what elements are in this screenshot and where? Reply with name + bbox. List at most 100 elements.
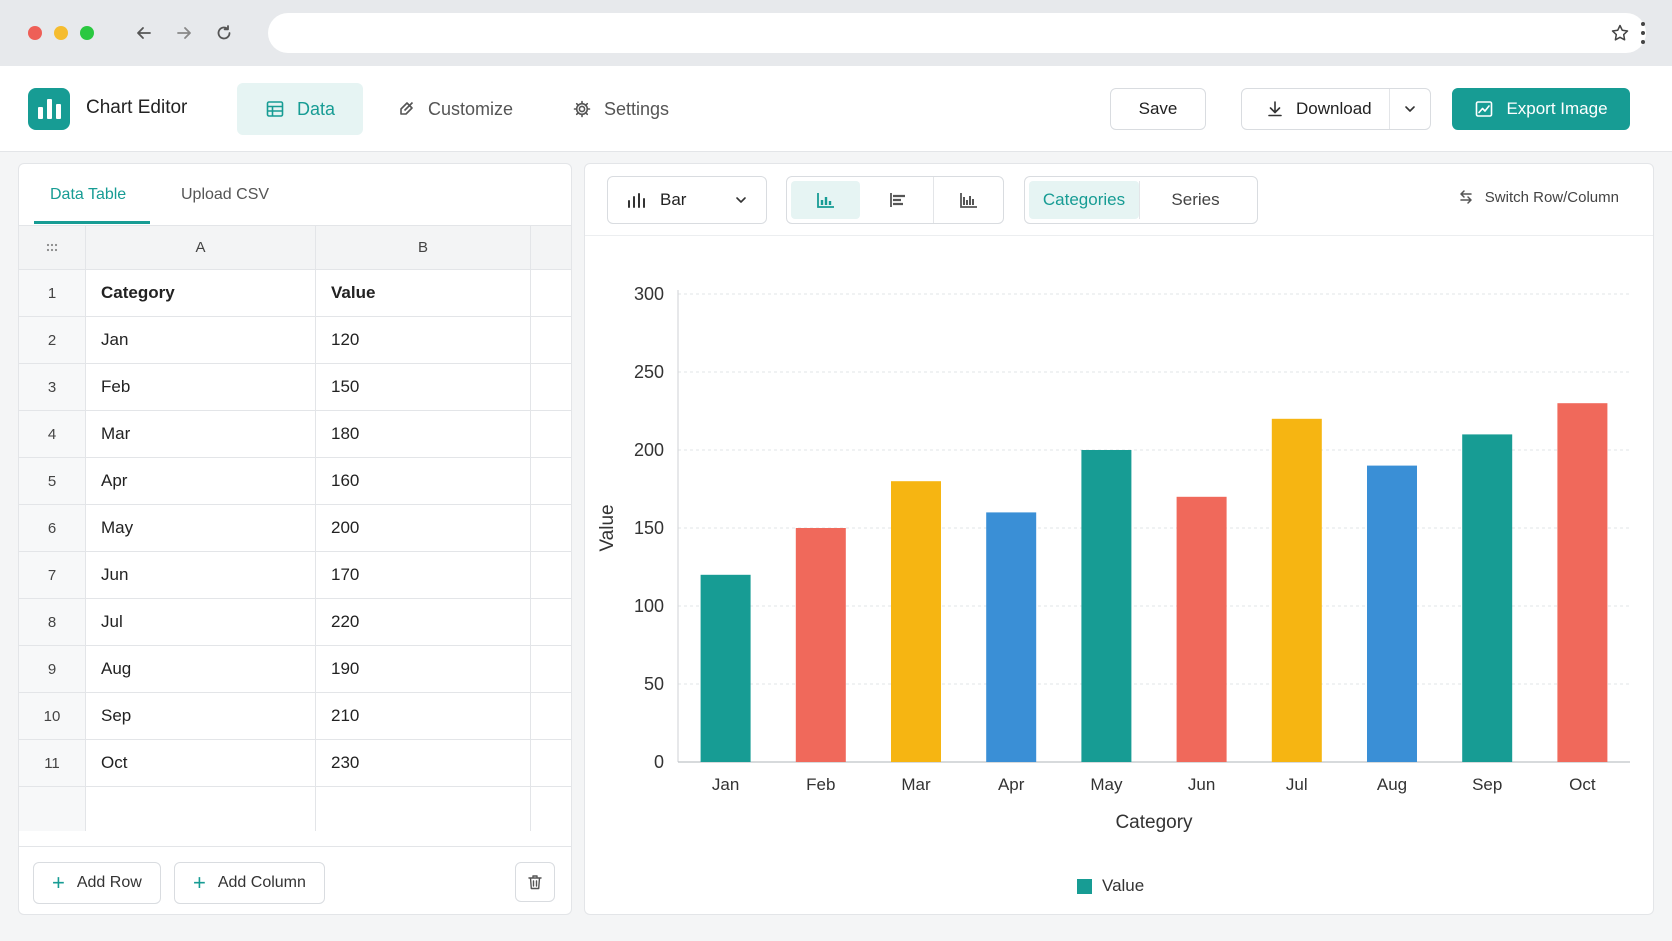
switch-row-column-button[interactable]: Switch Row/Column	[1457, 188, 1619, 206]
tab-settings[interactable]: Settings	[544, 83, 697, 135]
x-tick-label: May	[1090, 775, 1123, 794]
bar-apr	[986, 512, 1037, 762]
download-options-chevron-down-icon[interactable]	[1390, 89, 1430, 129]
row-index[interactable]: 10	[19, 693, 86, 739]
browser-toolbar	[0, 0, 1672, 66]
cell-b[interactable]: 180	[316, 411, 531, 457]
bar-sep	[1462, 434, 1513, 762]
cell-c[interactable]	[531, 646, 571, 692]
download-button[interactable]: Download	[1242, 89, 1391, 129]
cell-c[interactable]	[531, 740, 571, 786]
chart-type-select[interactable]: Bar	[607, 176, 767, 224]
x-tick-label: Oct	[1569, 775, 1596, 794]
export-image-button[interactable]: Export Image	[1452, 88, 1630, 130]
row-index[interactable]: 7	[19, 552, 86, 598]
empty-table-row	[19, 787, 571, 831]
cell-b[interactable]: 230	[316, 740, 531, 786]
forward-arrow-icon[interactable]	[174, 23, 194, 43]
row-index[interactable]: 3	[19, 364, 86, 410]
y-tick-label: 150	[634, 518, 664, 538]
cell-c[interactable]	[531, 693, 571, 739]
cell-c[interactable]	[531, 505, 571, 551]
cell-c[interactable]	[531, 270, 571, 316]
add-row-button[interactable]: + Add Row	[33, 862, 161, 904]
row-index[interactable]: 9	[19, 646, 86, 692]
cell-a[interactable]: May	[86, 505, 316, 551]
cell-a[interactable]: Oct	[86, 740, 316, 786]
row-index[interactable]: 5	[19, 458, 86, 504]
delete-trash-icon[interactable]	[515, 862, 555, 902]
cell-c[interactable]	[531, 787, 571, 831]
grouped-bar-chart-icon[interactable]	[934, 177, 1003, 223]
cell-a[interactable]: Aug	[86, 646, 316, 692]
select-all-grip-icon[interactable]	[19, 226, 86, 269]
app-title: Chart Editor	[86, 97, 188, 118]
back-arrow-icon[interactable]	[134, 23, 154, 43]
cell-a[interactable]: Jul	[86, 599, 316, 645]
cell-b[interactable]: 190	[316, 646, 531, 692]
cell-a[interactable]: Sep	[86, 693, 316, 739]
cell-a[interactable]: Feb	[86, 364, 316, 410]
tab-data-table[interactable]: Data Table	[50, 186, 127, 203]
bar-chart: 0 50 100 150 200 250 300 Jan Feb Mar Apr May Jun Jul A…	[597, 284, 1630, 833]
cell-b[interactable]: 160	[316, 458, 531, 504]
cell-a[interactable]	[86, 787, 316, 831]
tab-upload-csv[interactable]: Upload CSV	[181, 186, 270, 203]
cell-b[interactable]: 120	[316, 317, 531, 363]
address-bar[interactable]	[268, 13, 1646, 53]
cell-b[interactable]: 170	[316, 552, 531, 598]
cell-c[interactable]	[531, 364, 571, 410]
cell-b[interactable]	[316, 787, 531, 831]
gear-icon	[573, 100, 591, 118]
cell-c[interactable]	[531, 599, 571, 645]
row-index[interactable]: 11	[19, 740, 86, 786]
cell-c[interactable]	[531, 317, 571, 363]
data-panel-tabs: Data Table Upload CSV	[19, 164, 571, 226]
row-index[interactable]: 8	[19, 599, 86, 645]
cell-a[interactable]: Mar	[86, 411, 316, 457]
minimize-window-button[interactable]	[54, 26, 68, 40]
cell-b[interactable]: 150	[316, 364, 531, 410]
add-column-button[interactable]: + Add Column	[174, 862, 325, 904]
cell-c[interactable]	[531, 458, 571, 504]
cell-c[interactable]	[531, 552, 571, 598]
cell-a[interactable]: Jun	[86, 552, 316, 598]
row-index[interactable]: 1	[19, 270, 86, 316]
reload-icon[interactable]	[214, 23, 234, 43]
chevron-down-icon	[736, 197, 746, 203]
table-row: 1 Category Value	[19, 270, 571, 317]
vertical-bar-chart-icon[interactable]	[791, 181, 860, 219]
maximize-window-button[interactable]	[80, 26, 94, 40]
browser-menu-icon[interactable]	[1640, 22, 1646, 44]
column-header-a[interactable]: A	[86, 226, 316, 269]
x-axis-title: Category	[1115, 812, 1193, 833]
horizontal-bar-chart-icon[interactable]	[864, 177, 934, 223]
categories-toggle[interactable]: Categories	[1029, 181, 1139, 219]
tab-data[interactable]: Data	[237, 83, 364, 135]
cell-b[interactable]: Value	[316, 270, 531, 316]
cell-a[interactable]: Jan	[86, 317, 316, 363]
x-tick-label: Sep	[1472, 775, 1502, 794]
cell-a[interactable]: Apr	[86, 458, 316, 504]
legend-label: Value	[1102, 876, 1145, 895]
row-index[interactable]: 6	[19, 505, 86, 551]
table-header-row: A B	[19, 226, 571, 270]
cell-b[interactable]: 200	[316, 505, 531, 551]
tab-customize-label: Customize	[428, 98, 514, 119]
cell-c[interactable]	[531, 411, 571, 457]
cell-b[interactable]: 220	[316, 599, 531, 645]
column-header-empty[interactable]	[531, 226, 571, 269]
row-index[interactable]: 2	[19, 317, 86, 363]
add-row-label: Add Row	[76, 874, 142, 891]
save-button[interactable]: Save	[1110, 88, 1206, 130]
close-window-button[interactable]	[28, 26, 42, 40]
tab-customize[interactable]: Customize	[368, 83, 541, 135]
bookmark-star-icon[interactable]	[1610, 23, 1630, 43]
image-chart-icon	[1476, 101, 1493, 117]
column-header-b[interactable]: B	[316, 226, 531, 269]
row-index[interactable]	[19, 787, 86, 831]
series-toggle[interactable]: Series	[1139, 181, 1251, 219]
row-index[interactable]: 4	[19, 411, 86, 457]
cell-a[interactable]: Category	[86, 270, 316, 316]
cell-b[interactable]: 210	[316, 693, 531, 739]
